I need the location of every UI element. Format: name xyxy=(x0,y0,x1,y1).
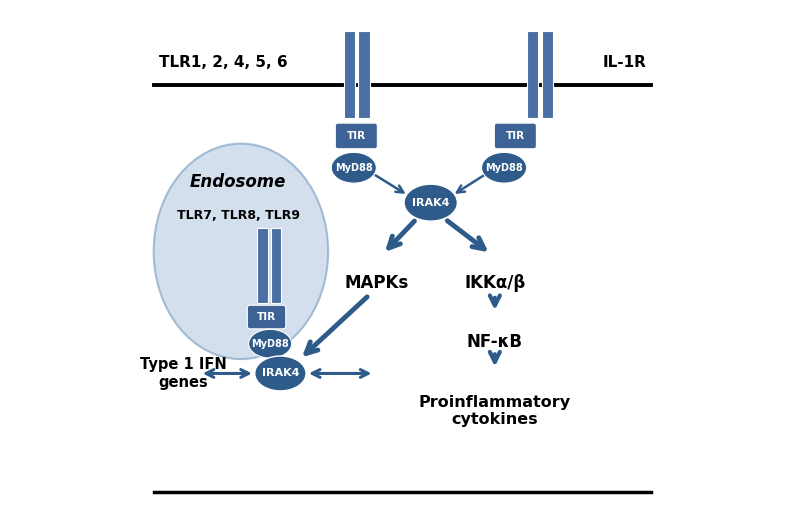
Text: TIR: TIR xyxy=(257,312,276,322)
Ellipse shape xyxy=(331,152,376,183)
Text: TLR7, TLR8, TLR9: TLR7, TLR8, TLR9 xyxy=(177,209,299,222)
Text: NF-κB: NF-κB xyxy=(467,333,522,351)
FancyBboxPatch shape xyxy=(336,123,378,149)
Bar xyxy=(542,31,553,118)
Text: TIR: TIR xyxy=(506,131,525,141)
Text: MyD88: MyD88 xyxy=(335,163,373,173)
Ellipse shape xyxy=(254,356,306,391)
Bar xyxy=(258,228,267,303)
Text: Proinflammatory
cytokines: Proinflammatory cytokines xyxy=(419,395,571,427)
Text: Type 1 IFN
genes: Type 1 IFN genes xyxy=(139,357,226,390)
Text: IKKα/β: IKKα/β xyxy=(464,274,526,292)
FancyBboxPatch shape xyxy=(247,305,286,329)
Bar xyxy=(270,228,281,303)
Text: IRAK4: IRAK4 xyxy=(412,198,449,208)
Text: TLR1, 2, 4, 5, 6: TLR1, 2, 4, 5, 6 xyxy=(159,55,287,70)
Text: IL-1R: IL-1R xyxy=(602,55,646,70)
Ellipse shape xyxy=(481,152,526,183)
Bar xyxy=(526,31,538,118)
Text: IRAK4: IRAK4 xyxy=(262,368,299,379)
Text: TIR: TIR xyxy=(347,131,366,141)
Ellipse shape xyxy=(249,329,291,358)
Ellipse shape xyxy=(154,144,328,359)
Text: Endosome: Endosome xyxy=(190,173,287,191)
Text: MyD88: MyD88 xyxy=(251,339,289,349)
Text: MAPKs: MAPKs xyxy=(345,274,409,292)
Text: MyD88: MyD88 xyxy=(485,163,523,173)
FancyBboxPatch shape xyxy=(494,123,536,149)
Bar xyxy=(358,31,369,118)
Ellipse shape xyxy=(404,184,457,221)
Bar xyxy=(344,31,355,118)
